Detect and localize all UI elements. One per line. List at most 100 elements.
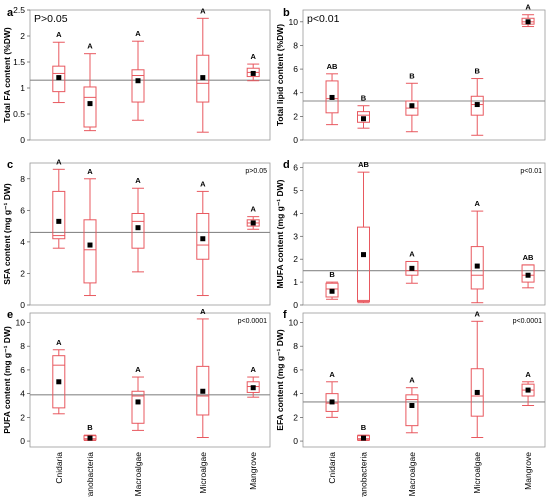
significance-letter: AB [327, 62, 338, 71]
x-category-label: Mangrove [248, 452, 258, 490]
y-tick-label: 1.5 [13, 57, 25, 67]
mean-marker [474, 102, 480, 108]
y-tick-label: 8 [293, 40, 298, 50]
p-value-annotation: p<0.0001 [238, 318, 267, 325]
x-category-label: Cnidaria [327, 452, 337, 484]
significance-letter: A [475, 309, 481, 318]
y-tick-label: 8 [293, 341, 298, 351]
mean-marker [474, 263, 480, 269]
panel-f: f 0 2 4 6 8 10 EFA content (mg g⁻¹ DW) p<0.0001 A… [275, 309, 546, 497]
box-microalgae: A [470, 199, 484, 304]
mean-marker [361, 116, 366, 122]
y-tick-label: 5 [293, 185, 298, 195]
mean-marker [409, 265, 415, 271]
y-tick-label: 0 [293, 436, 298, 446]
significance-letter: B [475, 67, 481, 76]
iqr-box [196, 365, 210, 416]
y-tick-label: 4 [293, 208, 298, 218]
panel-letter: b [283, 7, 290, 19]
box-macroalgae: A [131, 365, 145, 431]
y-axis-label: Total FA content (%DW) [2, 27, 12, 123]
panel-a: a 0 0.5 1 1.5 2 2.5 Total FA content (%DW) P>0.0… [2, 5, 271, 145]
significance-letter: A [200, 179, 206, 188]
plot-frame [29, 162, 271, 306]
y-axis-label: EFA content (mg g⁻¹ DW) [275, 329, 285, 431]
y-tick-label: 1 [20, 83, 25, 93]
mean-marker [329, 288, 335, 294]
mean-marker [200, 236, 206, 242]
significance-letter: AB [523, 253, 534, 262]
box-cyanobacteria: B [83, 423, 97, 441]
y-tick-label: 2 [293, 412, 298, 422]
x-category-label: Microalgae [472, 452, 482, 494]
x-category-label: Mangrove [523, 452, 533, 490]
box-cyanobacteria: AB [357, 160, 370, 304]
y-axis-label: MUFA content (mg g⁻¹ DW) [275, 179, 285, 288]
y-tick-label: 6 [20, 365, 25, 375]
box-cnidaria: A [52, 338, 66, 415]
iqr-box [196, 54, 210, 103]
y-tick-label: 2 [20, 268, 25, 278]
x-category-label: Cnidaria [54, 452, 64, 484]
box-cnidaria: B [325, 270, 339, 300]
y-tick-label: 2 [293, 254, 298, 264]
box-mangrove: A [521, 370, 535, 406]
iqr-box [357, 111, 370, 123]
plot-frame [29, 9, 271, 141]
iqr-box [521, 264, 535, 283]
iqr-box [357, 226, 370, 303]
y-tick-label: 8 [20, 341, 25, 351]
y-tick-label: 0 [293, 300, 298, 310]
iqr-box [52, 355, 66, 409]
y-tick-label: 2.5 [13, 5, 25, 15]
significance-letter: B [361, 423, 367, 432]
plot-frame [29, 312, 271, 448]
y-tick-label: 3 [293, 231, 298, 241]
panel-letter: a [7, 7, 14, 19]
p-value-annotation: p<0.01 [307, 13, 340, 25]
mean-marker [135, 225, 141, 231]
p-value-annotation: p<0.01 [520, 168, 542, 175]
y-axis-label: PUFA content (mg g⁻¹ DW) [2, 326, 12, 434]
box-macroalgae: A [131, 176, 145, 273]
panel-letter: e [7, 309, 13, 321]
mean-marker [409, 103, 415, 109]
y-tick-label: 1 [293, 277, 298, 287]
y-tick-label: 4 [20, 389, 25, 399]
box-mangrove: A [246, 365, 260, 398]
plot-frame [302, 312, 546, 448]
significance-letter: B [361, 94, 367, 103]
x-category-label: Microalgae [198, 452, 208, 494]
iqr-box [196, 212, 210, 260]
box-cyanobacteria: B [357, 94, 370, 129]
box-microalgae: A [196, 307, 210, 439]
iqr-box [325, 80, 339, 114]
y-tick-label: 6 [293, 163, 298, 173]
y-tick-label: 6 [293, 64, 298, 74]
y-tick-label: 10 [289, 317, 299, 327]
box-cnidaria: AB [325, 62, 339, 126]
box-cnidaria: A [52, 30, 66, 104]
y-tick-label: 2 [20, 412, 25, 422]
y-tick-label: 6 [293, 365, 298, 375]
significance-letter: A [329, 370, 335, 379]
box-cyanobacteria: B [357, 423, 370, 441]
significance-letter: A [87, 42, 93, 51]
p-value-annotation: p<0.0001 [513, 318, 542, 325]
y-tick-label: 4 [293, 88, 298, 98]
box-mangrove: AB [521, 253, 535, 289]
significance-letter: B [87, 423, 93, 432]
mean-marker [361, 252, 366, 258]
box-microalgae: B [470, 67, 484, 136]
iqr-box [470, 368, 484, 417]
significance-letter: A [409, 376, 415, 385]
panel-letter: d [283, 159, 290, 171]
iqr-box [405, 394, 419, 427]
y-tick-label: 2 [20, 31, 25, 41]
significance-letter: B [329, 270, 335, 279]
box-microalgae: A [196, 6, 210, 133]
iqr-box [52, 65, 66, 93]
panel-letter: f [283, 309, 287, 321]
y-tick-label: 0 [293, 135, 298, 145]
significance-letter: A [200, 307, 206, 316]
